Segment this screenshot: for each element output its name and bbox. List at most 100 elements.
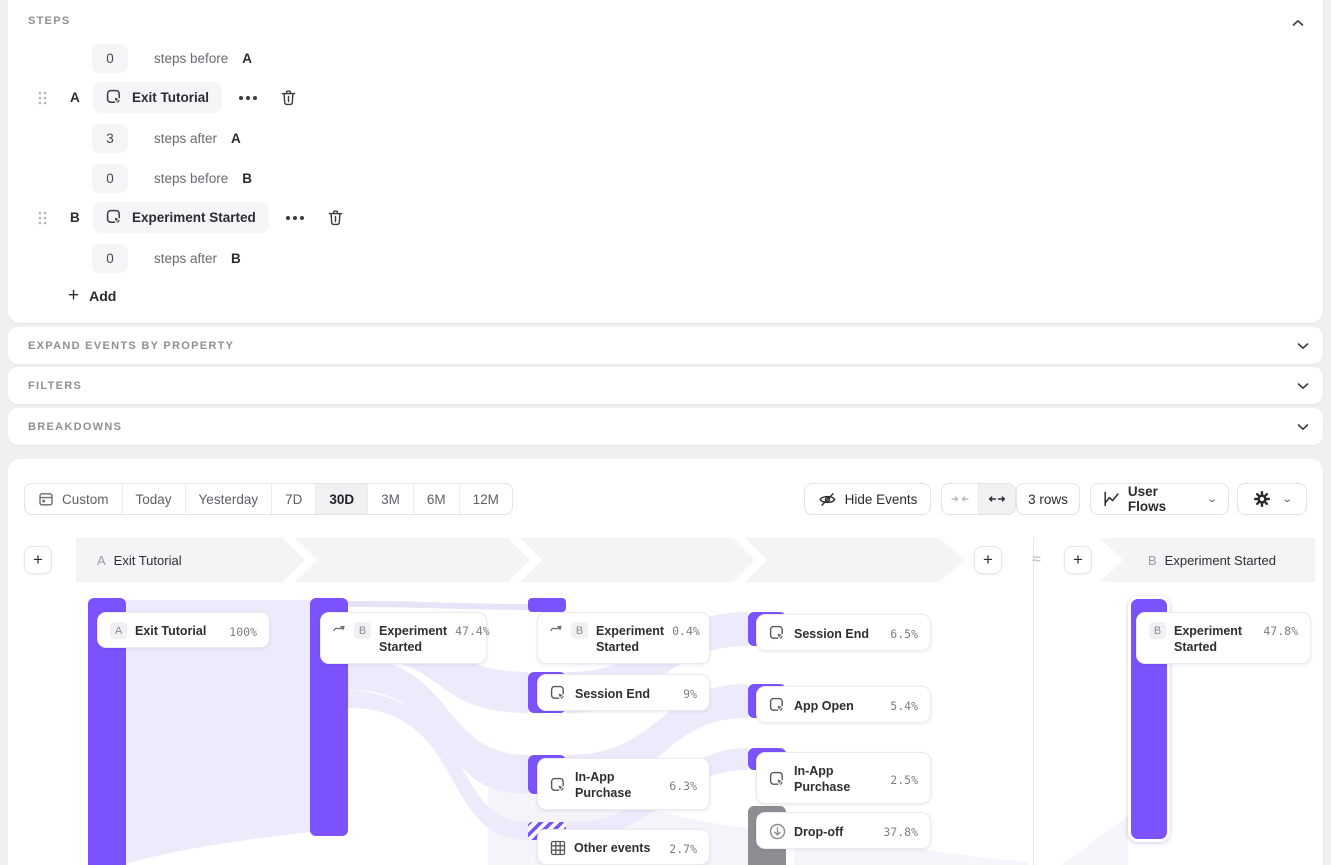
date-range-3m[interactable]: 3M [368,484,414,514]
add-step-button[interactable]: + Add [68,286,116,305]
node-percent: 0.4% [672,624,700,638]
flow-node-app-open[interactable]: App Open 5.4% [756,686,931,723]
date-range-control: Custom Today Yesterday 7D 30D 3M 6M 12M [24,483,513,515]
column-title: Experiment Started [1164,552,1276,568]
section-expand-events-by-property[interactable]: EXPAND EVENTS BY PROPERTY [8,327,1323,364]
node-percent: 6.3% [669,778,697,793]
event-row-b: B Experiment Started [38,202,344,233]
column-header-a[interactable]: A Exit Tutorial [97,538,182,582]
step-badge: B [1149,622,1166,639]
column-title: Exit Tutorial [113,552,182,568]
offset-ref-letter: B [231,251,241,266]
column-letter: A [97,552,106,568]
flow-node-session-end-9[interactable]: Session End 9% [537,674,710,711]
node-percent: 2.5% [890,772,918,787]
node-percent: 37.8% [883,825,918,839]
click-event-icon [769,697,786,714]
settings-dropdown[interactable]: ⌄ [1237,483,1307,515]
section-breakdowns[interactable]: BREAKDOWNS [8,408,1323,445]
date-range-12m[interactable]: 12M [472,491,499,507]
drag-handle-icon[interactable] [38,211,50,225]
node-percent: 5.4% [890,699,918,713]
steps-panel-title: STEPS [28,15,71,27]
flow-node-drop-off[interactable]: Drop-off 37.8% [756,812,931,849]
event-a-delete-button[interactable] [280,89,297,107]
gear-icon [1253,491,1270,507]
plus-icon: + [68,285,80,306]
steps-before-b-input[interactable]: 0 [92,164,128,193]
flow-node-experiment-started-04[interactable]: B Experiment Started 0.4% [537,612,710,664]
event-a-button[interactable]: Exit Tutorial [93,82,223,113]
offset-ref-letter: B [242,171,253,186]
node-percent: 2.7% [669,841,697,856]
add-step-label: Add [89,287,117,304]
step-badge: B [354,622,371,639]
section-label: EXPAND EVENTS BY PROPERTY [28,339,235,352]
date-range-today[interactable]: Today [123,484,186,514]
expand-arrows-icon [988,496,1006,502]
add-column-before-b-button[interactable]: + [1064,546,1092,574]
chevron-down-icon: ⌄ [1205,493,1218,505]
flow-node-experiment-started-47[interactable]: B Experiment Started 47.4% [320,612,490,664]
event-name: Experiment Started [132,210,256,225]
add-column-left-button[interactable]: + [24,546,52,574]
grid-icon [550,840,566,856]
click-event-icon [769,625,786,642]
trash-icon [328,209,342,225]
eye-off-icon [818,492,836,506]
click-event-icon [106,209,123,226]
event-letter: A [70,90,80,105]
flow-node-other-events[interactable]: Other events 2.7% [537,829,710,865]
steps-after-a-input[interactable]: 3 [92,124,128,153]
steps-collapse-button[interactable] [1287,12,1309,34]
offset-label: steps before [154,171,229,186]
chevron-up-icon [1292,20,1304,26]
rows-button[interactable]: 3 rows [1016,483,1080,515]
event-b-more-button[interactable] [285,215,305,221]
date-range-7d[interactable]: 7D [272,484,317,514]
date-range-6m[interactable]: 6M [414,484,460,514]
collapse-expand-control [941,483,1016,515]
node-percent: 47.8% [1263,624,1298,638]
section-filters[interactable]: FILTERS [8,367,1323,404]
flow-node-session-end-65[interactable]: Session End 6.5% [756,614,931,651]
collapse-columns-button[interactable] [942,484,979,514]
flow-node-in-app-purchase-63[interactable]: In-App Purchase 6.3% [537,758,710,810]
trash-icon [281,89,296,105]
steps-before-a-input[interactable]: 0 [92,44,128,73]
event-a-more-button[interactable] [238,95,258,101]
add-column-after-a-button[interactable]: + [974,546,1002,574]
expand-columns-button[interactable] [979,484,1015,514]
node-percent: 47.4% [455,624,490,638]
flow-bar-experiment-started-04[interactable] [528,598,566,612]
flow-panel: Custom Today Yesterday 7D 30D 3M 6M 12M … [8,459,1323,865]
section-divider [1033,538,1034,865]
event-letter: B [70,210,80,225]
approx-break-symbol: ≈ [1032,551,1041,568]
hide-events-button[interactable]: Hide Events [804,483,931,515]
flow-node-in-app-purchase-25[interactable]: In-App Purchase 2.5% [756,752,931,804]
view-type-dropdown[interactable]: User Flows ⌄ [1090,483,1229,515]
steps-after-b-input[interactable]: 0 [92,244,128,273]
drag-handle-icon[interactable] [38,91,50,105]
date-range-30d[interactable]: 30D [316,484,369,514]
click-event-icon [106,89,123,106]
flow-node-experiment-started-b[interactable]: B Experiment Started 47.8% [1136,612,1311,664]
sankey-diagram: A Exit Tutorial 100% B Experiment Starte… [8,590,1323,865]
flow-node-exit-tutorial[interactable]: A Exit Tutorial 100% [97,612,270,648]
event-name: Exit Tutorial [132,90,210,105]
date-range-yesterday[interactable]: Yesterday [186,484,273,514]
event-b-button[interactable]: Experiment Started [93,202,269,233]
column-header-b[interactable]: B Experiment Started [1148,538,1276,582]
offset-label: steps before [154,51,229,66]
click-event-icon [769,771,786,788]
steps-before-a-row: 0 steps before A [92,44,252,73]
click-event-icon [550,777,567,794]
date-range-custom[interactable]: Custom [25,484,123,514]
event-b-delete-button[interactable] [327,209,344,227]
hide-events-label: Hide Events [844,491,918,507]
chevron-down-icon: ⌄ [1281,493,1293,505]
node-percent: 100% [229,624,257,639]
steps-panel: STEPS 0 steps before A A Exit Tuto [8,0,1323,323]
chevron-down-icon [1297,342,1309,349]
